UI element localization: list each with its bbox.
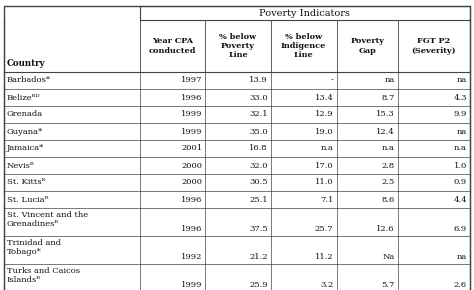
Text: 12.6: 12.6 xyxy=(376,225,395,233)
Bar xyxy=(4,123,470,140)
Text: 1.0: 1.0 xyxy=(454,162,467,169)
Text: na: na xyxy=(457,77,467,84)
Text: Country: Country xyxy=(7,59,46,68)
Text: 12.9: 12.9 xyxy=(315,110,334,119)
Text: Poverty
Gap: Poverty Gap xyxy=(350,37,384,55)
Bar xyxy=(4,236,470,264)
Text: 25.7: 25.7 xyxy=(315,225,334,233)
Bar xyxy=(4,72,470,89)
Text: % below
Poverty
Line: % below Poverty Line xyxy=(219,33,256,59)
Text: 2.6: 2.6 xyxy=(454,281,467,289)
Text: Guyana*: Guyana* xyxy=(7,128,43,135)
Text: 3.2: 3.2 xyxy=(320,281,334,289)
Text: 1996: 1996 xyxy=(181,93,202,101)
Text: Grenada: Grenada xyxy=(7,110,43,119)
Text: 33.0: 33.0 xyxy=(249,93,268,101)
Text: 1999: 1999 xyxy=(181,128,202,135)
Text: n.a: n.a xyxy=(321,144,334,153)
Text: Belizeᴿᴰ: Belizeᴿᴰ xyxy=(7,93,41,101)
Text: FGT P2
(Severity): FGT P2 (Severity) xyxy=(412,37,456,55)
Bar xyxy=(4,191,470,208)
Bar xyxy=(4,89,470,106)
Text: Poverty Indicators: Poverty Indicators xyxy=(259,8,350,17)
Text: na: na xyxy=(457,128,467,135)
Text: 0.9: 0.9 xyxy=(454,179,467,186)
Text: 32.1: 32.1 xyxy=(249,110,268,119)
Text: 7.1: 7.1 xyxy=(320,195,334,204)
Text: Jamaica*: Jamaica* xyxy=(7,144,45,153)
Text: 11.0: 11.0 xyxy=(315,179,334,186)
Text: St. Kittsᴿ: St. Kittsᴿ xyxy=(7,179,46,186)
Text: St. Luciaᴿ: St. Luciaᴿ xyxy=(7,195,48,204)
Text: 2001: 2001 xyxy=(181,144,202,153)
Text: 5.7: 5.7 xyxy=(382,281,395,289)
Text: 2.8: 2.8 xyxy=(382,162,395,169)
Text: 2000: 2000 xyxy=(181,162,202,169)
Text: 35.0: 35.0 xyxy=(249,128,268,135)
Text: 6.9: 6.9 xyxy=(454,225,467,233)
Text: 11.2: 11.2 xyxy=(315,253,334,261)
Text: 17.0: 17.0 xyxy=(315,162,334,169)
Text: 8.7: 8.7 xyxy=(382,93,395,101)
Text: 1999: 1999 xyxy=(181,110,202,119)
Text: Turks and Caicos
Islandsᴿ: Turks and Caicos Islandsᴿ xyxy=(7,267,80,284)
Text: 12.4: 12.4 xyxy=(376,128,395,135)
Text: 15.3: 15.3 xyxy=(376,110,395,119)
Text: % below
Indigence
Line: % below Indigence Line xyxy=(281,33,327,59)
Bar xyxy=(4,208,470,236)
Text: 16.8: 16.8 xyxy=(249,144,268,153)
Text: 25.1: 25.1 xyxy=(249,195,268,204)
Text: 32.0: 32.0 xyxy=(249,162,268,169)
Text: 25.9: 25.9 xyxy=(249,281,268,289)
Text: 13.4: 13.4 xyxy=(315,93,334,101)
Bar xyxy=(4,140,470,157)
Text: 4.3: 4.3 xyxy=(454,93,467,101)
Text: 9.9: 9.9 xyxy=(454,110,467,119)
Text: St. Vincent and the
Grenadinesᴿ: St. Vincent and the Grenadinesᴿ xyxy=(7,211,88,228)
Text: 1996: 1996 xyxy=(181,225,202,233)
Text: n.a: n.a xyxy=(382,144,395,153)
Bar xyxy=(4,157,470,174)
Text: -: - xyxy=(331,77,334,84)
Text: 2.5: 2.5 xyxy=(382,179,395,186)
Text: 2000: 2000 xyxy=(181,179,202,186)
Text: Barbados*: Barbados* xyxy=(7,77,51,84)
Bar xyxy=(4,106,470,123)
Text: 1997: 1997 xyxy=(181,77,202,84)
Text: na: na xyxy=(457,253,467,261)
Text: n.a: n.a xyxy=(454,144,467,153)
Bar xyxy=(4,264,470,290)
Text: 4.4: 4.4 xyxy=(453,195,467,204)
Text: 30.5: 30.5 xyxy=(249,179,268,186)
Text: Year CPA
conducted: Year CPA conducted xyxy=(149,37,196,55)
Text: Na: Na xyxy=(383,253,395,261)
Text: 1992: 1992 xyxy=(181,253,202,261)
Text: 37.5: 37.5 xyxy=(249,225,268,233)
Text: 19.0: 19.0 xyxy=(315,128,334,135)
Text: 8.6: 8.6 xyxy=(382,195,395,204)
Text: 13.9: 13.9 xyxy=(249,77,268,84)
Text: 1999: 1999 xyxy=(181,281,202,289)
Text: 21.2: 21.2 xyxy=(249,253,268,261)
Text: Nevisᴿ: Nevisᴿ xyxy=(7,162,35,169)
Text: Trinidad and
Tobago*: Trinidad and Tobago* xyxy=(7,239,61,256)
Bar xyxy=(4,174,470,191)
Text: na: na xyxy=(385,77,395,84)
Text: 1996: 1996 xyxy=(181,195,202,204)
